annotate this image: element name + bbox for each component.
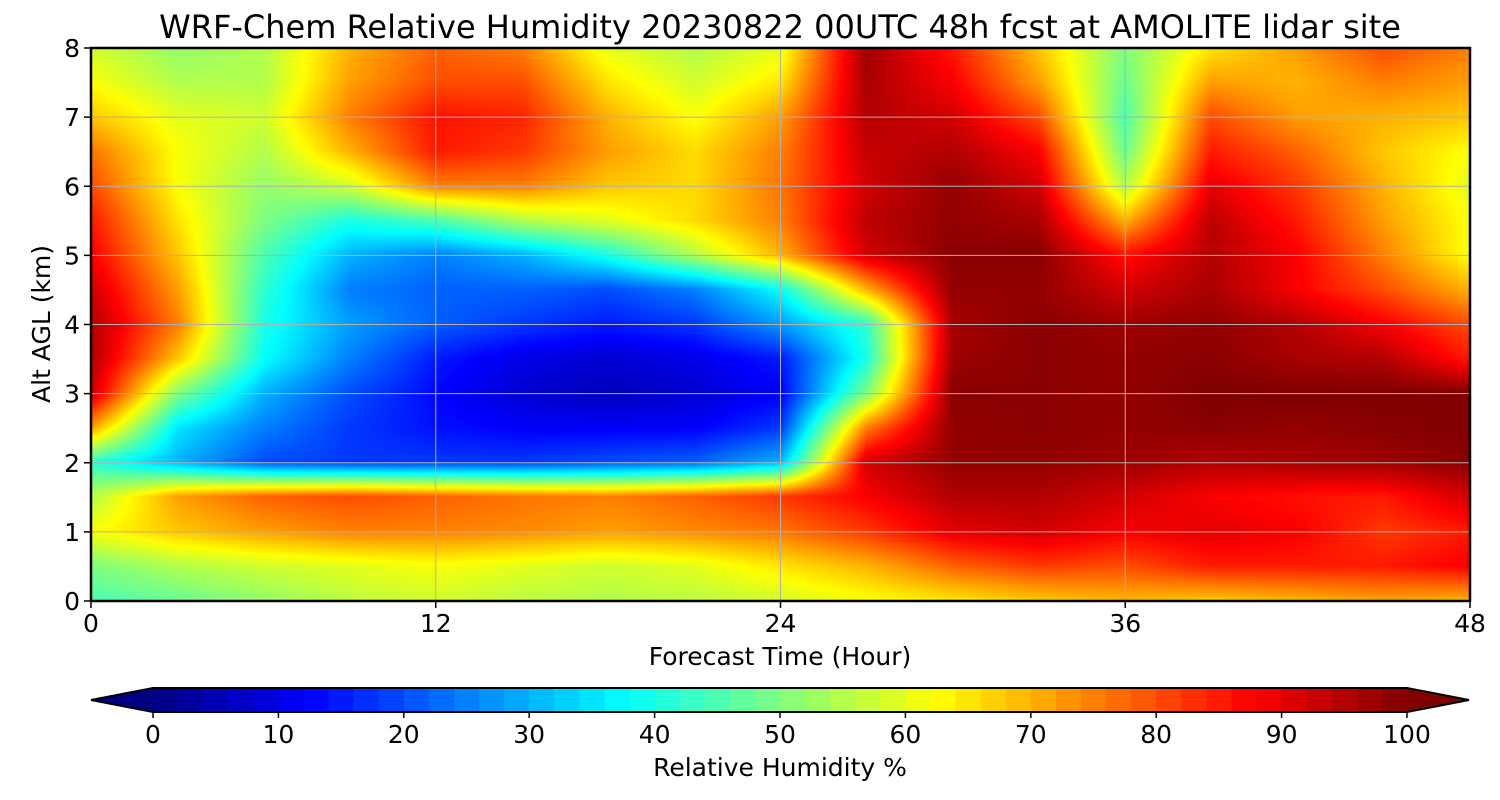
colorbar-segment (479, 688, 505, 712)
y-axis: 0 1 2 3 4 5 6 7 8 (64, 34, 91, 616)
colorbar-segment (1181, 688, 1207, 712)
y-tick-label: 6 (64, 172, 80, 201)
colorbar-segment (1281, 688, 1308, 712)
colorbar-segment (1306, 688, 1333, 712)
colorbar-segment (378, 688, 405, 712)
colorbar-segment (178, 688, 204, 712)
x-tick-label: 24 (765, 609, 797, 638)
colorbar-extend-high (1407, 688, 1469, 712)
x-tick-label: 0 (83, 609, 99, 638)
colorbar-segment (278, 688, 305, 712)
colorbar-segment (453, 688, 480, 712)
y-tick-label: 2 (64, 449, 80, 478)
colorbar-segment (1080, 688, 1107, 712)
colorbar-tick-label: 70 (1015, 720, 1047, 749)
y-tick-label: 0 (64, 587, 80, 616)
colorbar-segment (203, 688, 229, 712)
colorbar-segment (805, 688, 831, 712)
x-axis: 0 12 24 36 48 (83, 601, 1486, 638)
colorbar-tick-label: 100 (1383, 720, 1431, 749)
colorbar-segment (1131, 688, 1157, 712)
colorbar-segment (1381, 688, 1408, 712)
colorbar-segment (554, 688, 580, 712)
colorbar: 0 10 20 30 40 50 60 70 80 90 100 (90, 687, 1470, 749)
colorbar-label: Relative Humidity % (653, 753, 907, 782)
colorbar-segment (754, 688, 781, 712)
colorbar-segment (153, 688, 179, 712)
colorbar-tick-label: 0 (145, 720, 161, 749)
y-tick-label: 5 (64, 241, 80, 270)
colorbar-segment (780, 688, 806, 712)
colorbar-segment (704, 688, 731, 712)
x-axis-label: Forecast Time (Hour) (649, 642, 912, 671)
colorbar-segment (905, 688, 932, 712)
colorbar-segment (679, 688, 706, 712)
plot-area (89, 46, 1472, 603)
colorbar-segment (253, 688, 279, 712)
colorbar-tick-label: 60 (889, 720, 921, 749)
colorbar-tick-label: 80 (1140, 720, 1172, 749)
colorbar-segment (1206, 688, 1233, 712)
colorbar-tick-label: 10 (262, 720, 294, 749)
colorbar-segment (1055, 688, 1082, 712)
y-tick-label: 4 (64, 311, 80, 340)
colorbar-tick-label: 50 (764, 720, 796, 749)
colorbar-tick-label: 40 (639, 720, 671, 749)
colorbar-segment (1356, 688, 1383, 712)
colorbar-segment (830, 688, 856, 712)
colorbar-segment (1106, 688, 1132, 712)
colorbar-segment (579, 688, 606, 712)
colorbar-segment (303, 688, 330, 712)
colorbar-segment (228, 688, 254, 712)
y-tick-label: 7 (64, 103, 80, 132)
colorbar-tick-label: 20 (388, 720, 420, 749)
y-axis-label: Alt AGL (km) (27, 245, 56, 403)
colorbar-segment (1005, 688, 1032, 712)
colorbar-segment (980, 688, 1007, 712)
y-tick-label: 3 (64, 380, 80, 409)
colorbar-segment (428, 688, 455, 712)
chart-title: WRF-Chem Relative Humidity 20230822 00UT… (159, 8, 1401, 46)
colorbar-segment (529, 688, 555, 712)
colorbar-segment (1331, 688, 1358, 712)
colorbar-segment (328, 688, 355, 712)
x-tick-label: 48 (1454, 609, 1486, 638)
colorbar-segment (729, 688, 756, 712)
colorbar-tick-label: 30 (513, 720, 545, 749)
colorbar-segment (504, 688, 530, 712)
colorbar-segment (604, 688, 631, 712)
x-tick-label: 12 (420, 609, 452, 638)
colorbar-segment (353, 688, 380, 712)
colorbar-tick-label: 90 (1266, 720, 1298, 749)
colorbar-segment (654, 688, 681, 712)
y-tick-label: 1 (64, 518, 80, 547)
colorbar-segment (403, 688, 430, 712)
colorbar-segment (880, 688, 906, 712)
colorbar-segment (955, 688, 982, 712)
colorbar-segment (629, 688, 656, 712)
x-tick-label: 36 (1109, 609, 1141, 638)
colorbar-segment (1156, 688, 1182, 712)
colorbar-extend-low (91, 688, 153, 712)
colorbar-segment (1231, 688, 1258, 712)
colorbar-segment (930, 688, 957, 712)
colorbar-segment (1256, 688, 1283, 712)
colorbar-segment (855, 688, 881, 712)
colorbar-segment (1030, 688, 1057, 712)
y-tick-label: 8 (64, 34, 80, 63)
